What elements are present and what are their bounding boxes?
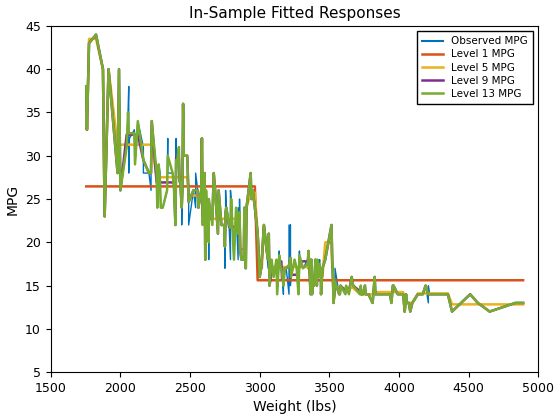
Y-axis label: MPG: MPG: [6, 184, 20, 215]
Legend: Observed MPG, Level 1 MPG, Level 5 MPG, Level 9 MPG, Level 13 MPG: Observed MPG, Level 1 MPG, Level 5 MPG, …: [417, 31, 533, 104]
X-axis label: Weight (lbs): Weight (lbs): [253, 400, 337, 415]
Title: In-Sample Fitted Responses: In-Sample Fitted Responses: [189, 5, 400, 21]
